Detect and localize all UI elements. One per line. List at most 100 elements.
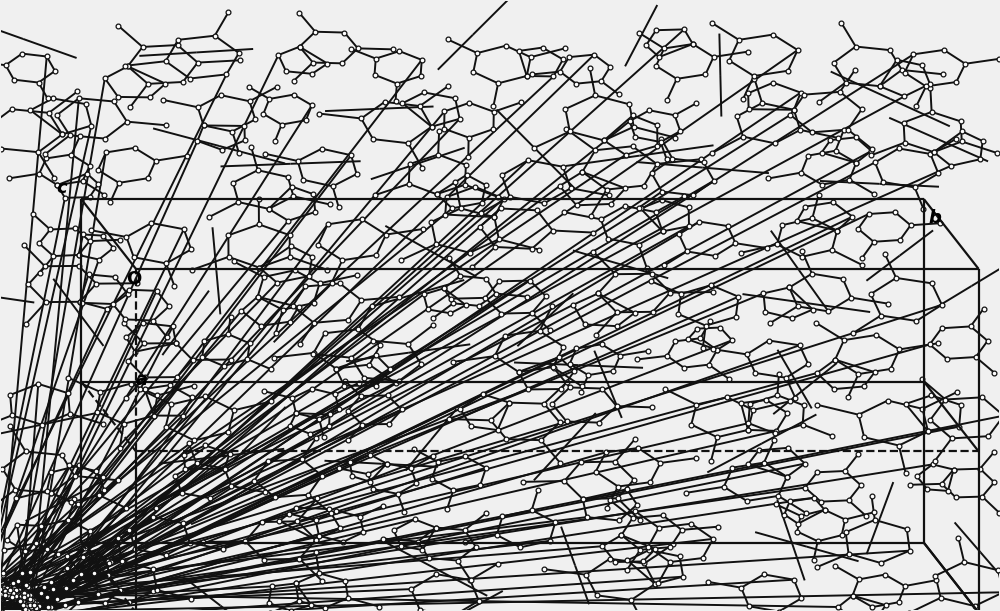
Point: [464, 262, 480, 272]
Point: [2, 590, 18, 600]
Point: [378, 230, 394, 240]
Point: [292, 340, 308, 349]
Point: [334, 255, 350, 265]
Point: [25, 210, 41, 219]
Point: [19, 590, 35, 599]
Point: [6, 587, 22, 596]
Point: [605, 366, 621, 376]
Point: [58, 583, 74, 593]
Point: [644, 269, 660, 279]
Point: [2, 583, 18, 593]
Point: [695, 553, 711, 563]
Point: [493, 203, 509, 213]
Point: [4, 584, 20, 593]
Point: [391, 292, 407, 302]
Point: [343, 150, 359, 160]
Point: [40, 93, 56, 103]
Point: [349, 270, 365, 280]
Point: [872, 81, 888, 91]
Point: [2, 585, 18, 595]
Point: [746, 74, 762, 84]
Point: [308, 535, 324, 544]
Point: [731, 35, 747, 45]
Point: [267, 136, 283, 146]
Point: [328, 506, 344, 516]
Point: [27, 606, 43, 611]
Point: [841, 549, 857, 558]
Point: [368, 250, 384, 260]
Point: [756, 458, 772, 467]
Point: [848, 42, 864, 51]
Point: [575, 494, 591, 504]
Point: [651, 523, 667, 533]
Point: [847, 65, 863, 75]
Point: [0, 591, 13, 601]
Point: [740, 89, 756, 98]
Point: [82, 236, 98, 246]
Point: [866, 237, 882, 247]
Point: [0, 584, 4, 594]
Point: [463, 422, 479, 431]
Point: [806, 555, 822, 565]
Point: [375, 533, 391, 543]
Point: [340, 315, 356, 324]
Point: [121, 598, 137, 607]
Point: [24, 601, 40, 610]
Point: [1, 588, 17, 598]
Point: [887, 207, 903, 217]
Point: [0, 591, 14, 601]
Point: [934, 300, 950, 310]
Point: [10, 588, 26, 598]
Point: [33, 588, 49, 598]
Point: [780, 66, 796, 76]
Point: [25, 600, 41, 610]
Point: [317, 328, 333, 338]
Point: [18, 609, 34, 611]
Point: [46, 173, 62, 183]
Point: [12, 597, 28, 607]
Point: [60, 373, 76, 382]
Point: [873, 310, 889, 320]
Point: [18, 591, 34, 601]
Point: [19, 604, 35, 611]
Point: [170, 35, 186, 45]
Point: [290, 156, 306, 166]
Point: [721, 56, 737, 65]
Point: [33, 521, 49, 531]
Point: [963, 321, 979, 331]
Point: [848, 133, 864, 142]
Point: [16, 609, 32, 611]
Point: [361, 360, 377, 370]
Point: [811, 190, 827, 200]
Point: [402, 159, 418, 169]
Point: [291, 8, 307, 18]
Point: [6, 590, 22, 600]
Point: [0, 582, 3, 592]
Point: [914, 404, 930, 414]
Point: [769, 390, 785, 400]
Point: [15, 596, 31, 606]
Point: [372, 340, 388, 350]
Point: [375, 501, 391, 511]
Point: [110, 533, 126, 543]
Point: [669, 74, 685, 84]
Point: [22, 602, 38, 611]
Point: [485, 101, 501, 111]
Point: [436, 106, 452, 116]
Point: [72, 297, 88, 307]
Point: [0, 587, 7, 597]
Point: [353, 391, 369, 401]
Point: [45, 584, 61, 594]
Point: [10, 587, 26, 596]
Point: [22, 605, 38, 611]
Point: [851, 410, 867, 420]
Point: [413, 71, 429, 81]
Point: [101, 558, 117, 568]
Point: [282, 230, 298, 240]
Point: [15, 592, 31, 602]
Point: [282, 317, 298, 327]
Point: [967, 601, 983, 611]
Point: [11, 592, 27, 602]
Point: [0, 587, 4, 596]
Point: [120, 62, 136, 71]
